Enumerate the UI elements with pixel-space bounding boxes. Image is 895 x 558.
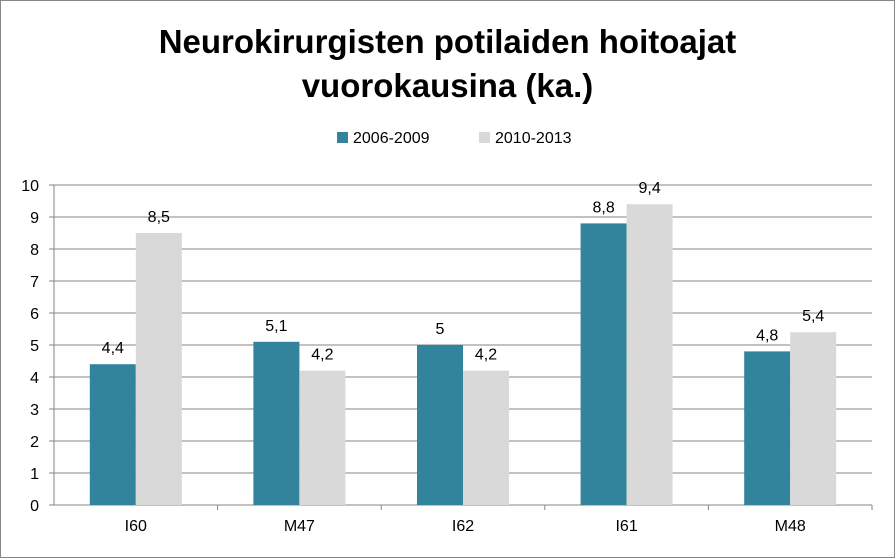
bar xyxy=(253,341,300,505)
y-tick-label: 5 xyxy=(30,338,39,355)
data-label: 4,2 xyxy=(475,347,497,364)
y-tick-label: 3 xyxy=(30,402,39,419)
chart-title-line-2: vuorokausina (ka.) xyxy=(301,67,594,104)
y-tick-label: 8 xyxy=(30,242,39,259)
y-tick-label: 6 xyxy=(30,306,39,323)
bar xyxy=(580,223,627,505)
y-tick-label: 0 xyxy=(30,498,39,515)
data-label: 4,4 xyxy=(102,340,124,357)
x-tick-label: I62 xyxy=(452,518,474,535)
legend-swatch xyxy=(479,132,490,143)
data-label: 5,4 xyxy=(802,308,824,325)
data-label: 5 xyxy=(436,321,445,338)
y-tick-label: 7 xyxy=(30,274,39,291)
legend-label: 2010-2013 xyxy=(495,130,572,147)
data-label: 8,8 xyxy=(592,199,614,216)
y-tick-label: 4 xyxy=(30,370,39,387)
bar xyxy=(744,351,791,505)
bar xyxy=(626,204,673,505)
x-tick-label: I60 xyxy=(125,518,147,535)
data-label: 8,5 xyxy=(148,209,170,226)
x-tick-label: M47 xyxy=(284,518,315,535)
legend-swatch xyxy=(337,132,348,143)
bar xyxy=(790,332,837,505)
data-label: 9,4 xyxy=(638,180,660,197)
bar xyxy=(299,370,346,505)
y-tick-label: 9 xyxy=(30,210,39,227)
legend-label: 2006-2009 xyxy=(353,130,430,147)
bar xyxy=(89,364,136,505)
data-label: 4,2 xyxy=(311,347,333,364)
data-label: 5,1 xyxy=(265,318,287,335)
data-label: 4,8 xyxy=(756,327,778,344)
y-tick-label: 10 xyxy=(21,178,39,195)
chart-title-line-1: Neurokirurgisten potilaiden hoitoajat xyxy=(158,23,737,60)
chart-title: Neurokirurgisten potilaiden hoitoajat vu… xyxy=(0,20,895,108)
bar xyxy=(135,233,182,505)
y-tick-label: 1 xyxy=(30,466,39,483)
x-tick-label: I61 xyxy=(615,518,637,535)
bar xyxy=(417,345,463,505)
x-tick-label: M48 xyxy=(775,518,806,535)
bar xyxy=(463,370,509,505)
y-tick-label: 2 xyxy=(30,434,39,451)
